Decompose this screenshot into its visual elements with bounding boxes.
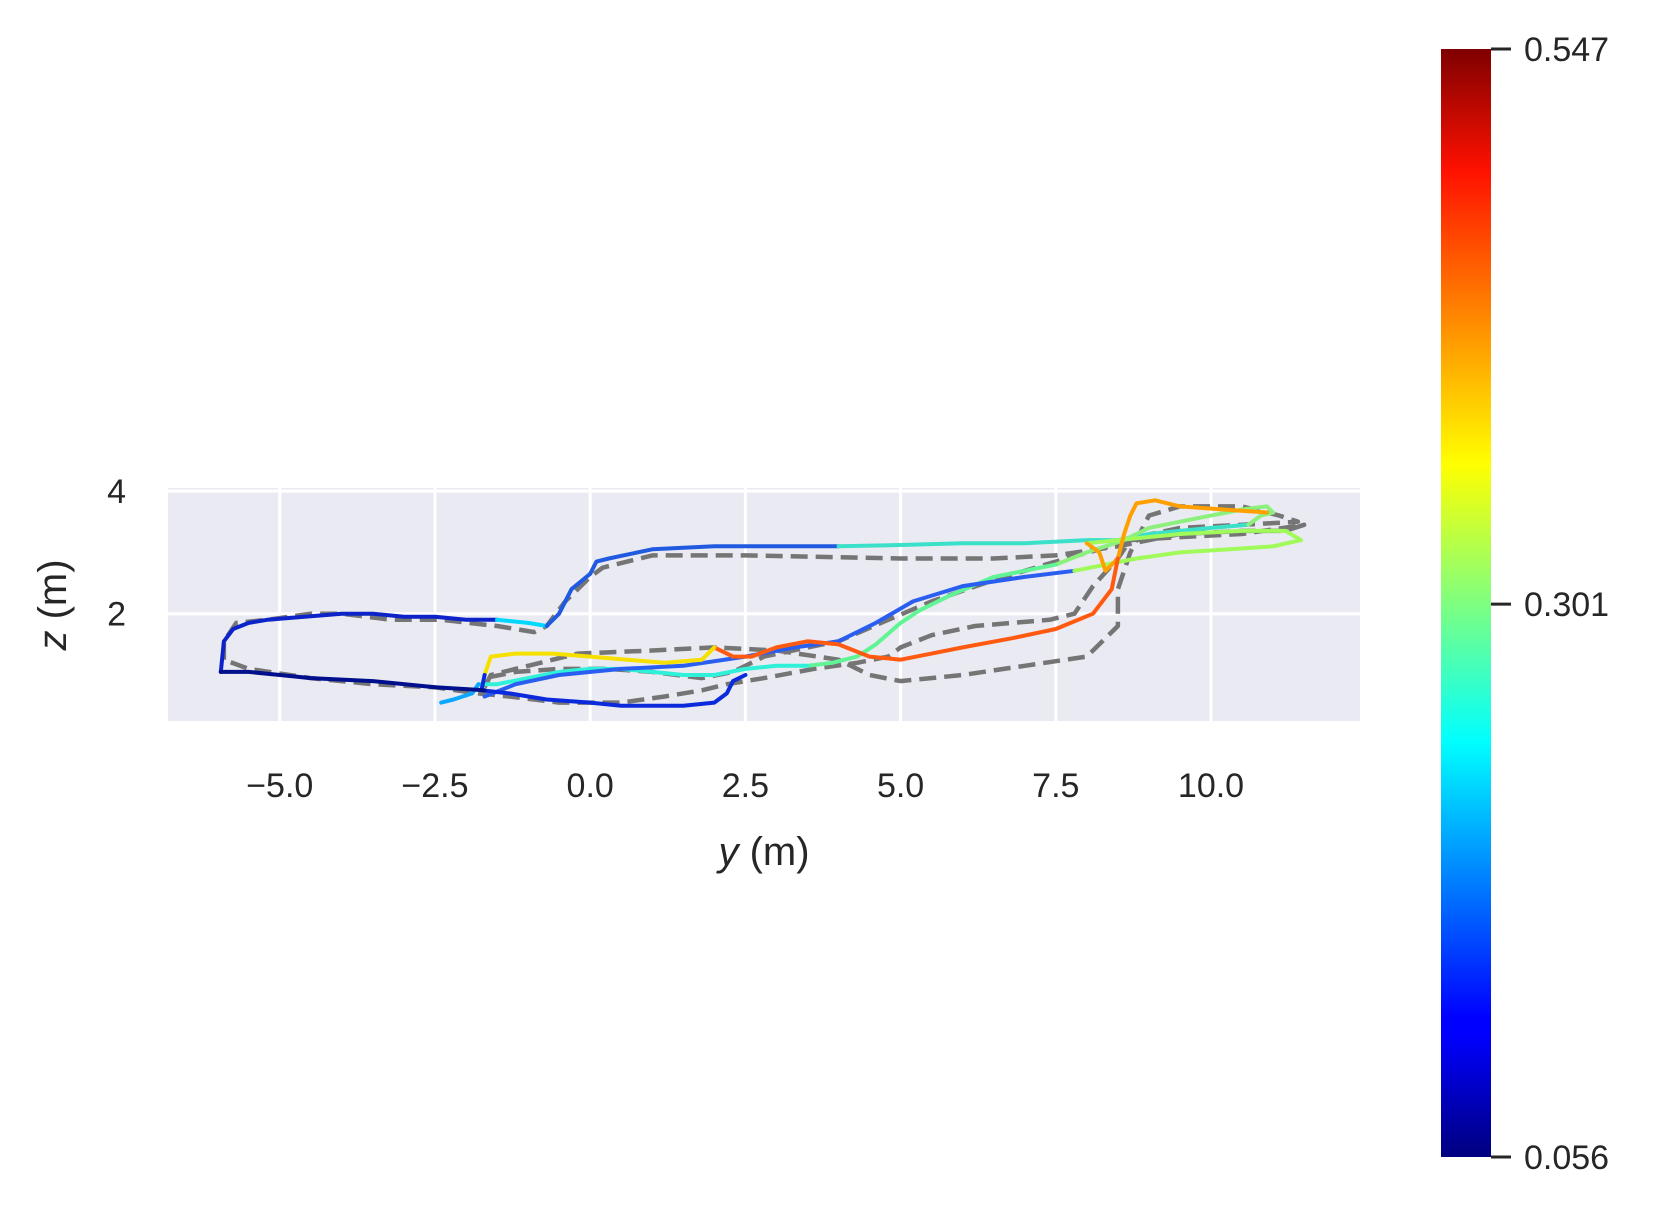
x-tick-label: −2.5	[401, 767, 468, 805]
trajectory-segment	[495, 617, 549, 628]
trajectory-segment	[544, 544, 841, 628]
trajectory-segment	[712, 556, 1120, 662]
series-group	[218, 498, 1307, 708]
trajectory-segment	[218, 611, 499, 674]
x-tick-label: 10.0	[1178, 767, 1244, 805]
ground-truth-dashed-line	[482, 504, 1301, 689]
colorbar	[1441, 49, 1491, 1157]
y-tick-label: 2	[107, 596, 126, 634]
x-tick-label: 0.0	[567, 767, 614, 805]
x-tick-label: −5.0	[246, 767, 313, 805]
trajectory-segment	[482, 645, 717, 677]
x-axis-title: y (m)	[715, 830, 809, 874]
trajectory-segment	[218, 669, 487, 693]
colorbar-tick-label: 0.301	[1524, 586, 1609, 624]
y-axis-title: z (m)	[31, 559, 75, 651]
y-tick-labels: 24	[107, 473, 126, 634]
colorbar-ticks: 0.056 0.301 0.547	[1491, 31, 1609, 1177]
trajectory-segment	[476, 663, 810, 687]
x-tick-labels: −5.0 −2.5 0.0 2.5 5.0 7.5 10.0	[246, 767, 1244, 805]
trajectory-segment	[1072, 528, 1303, 573]
trajectory-segment	[479, 673, 748, 708]
trajectory-segment	[1053, 504, 1276, 567]
trajectory-segment	[1084, 498, 1269, 573]
x-tick-label: 7.5	[1032, 767, 1079, 805]
y-tick-label: 4	[107, 473, 126, 511]
ground-truth-dashed-line	[221, 522, 1307, 705]
x-tick-label: 2.5	[722, 767, 769, 805]
colorbar-tick-label: 0.547	[1524, 31, 1609, 69]
x-tick-label: 5.0	[877, 767, 924, 805]
colorbar-tick-label: 0.056	[1524, 1139, 1609, 1177]
trajectory-segment	[482, 568, 1077, 699]
